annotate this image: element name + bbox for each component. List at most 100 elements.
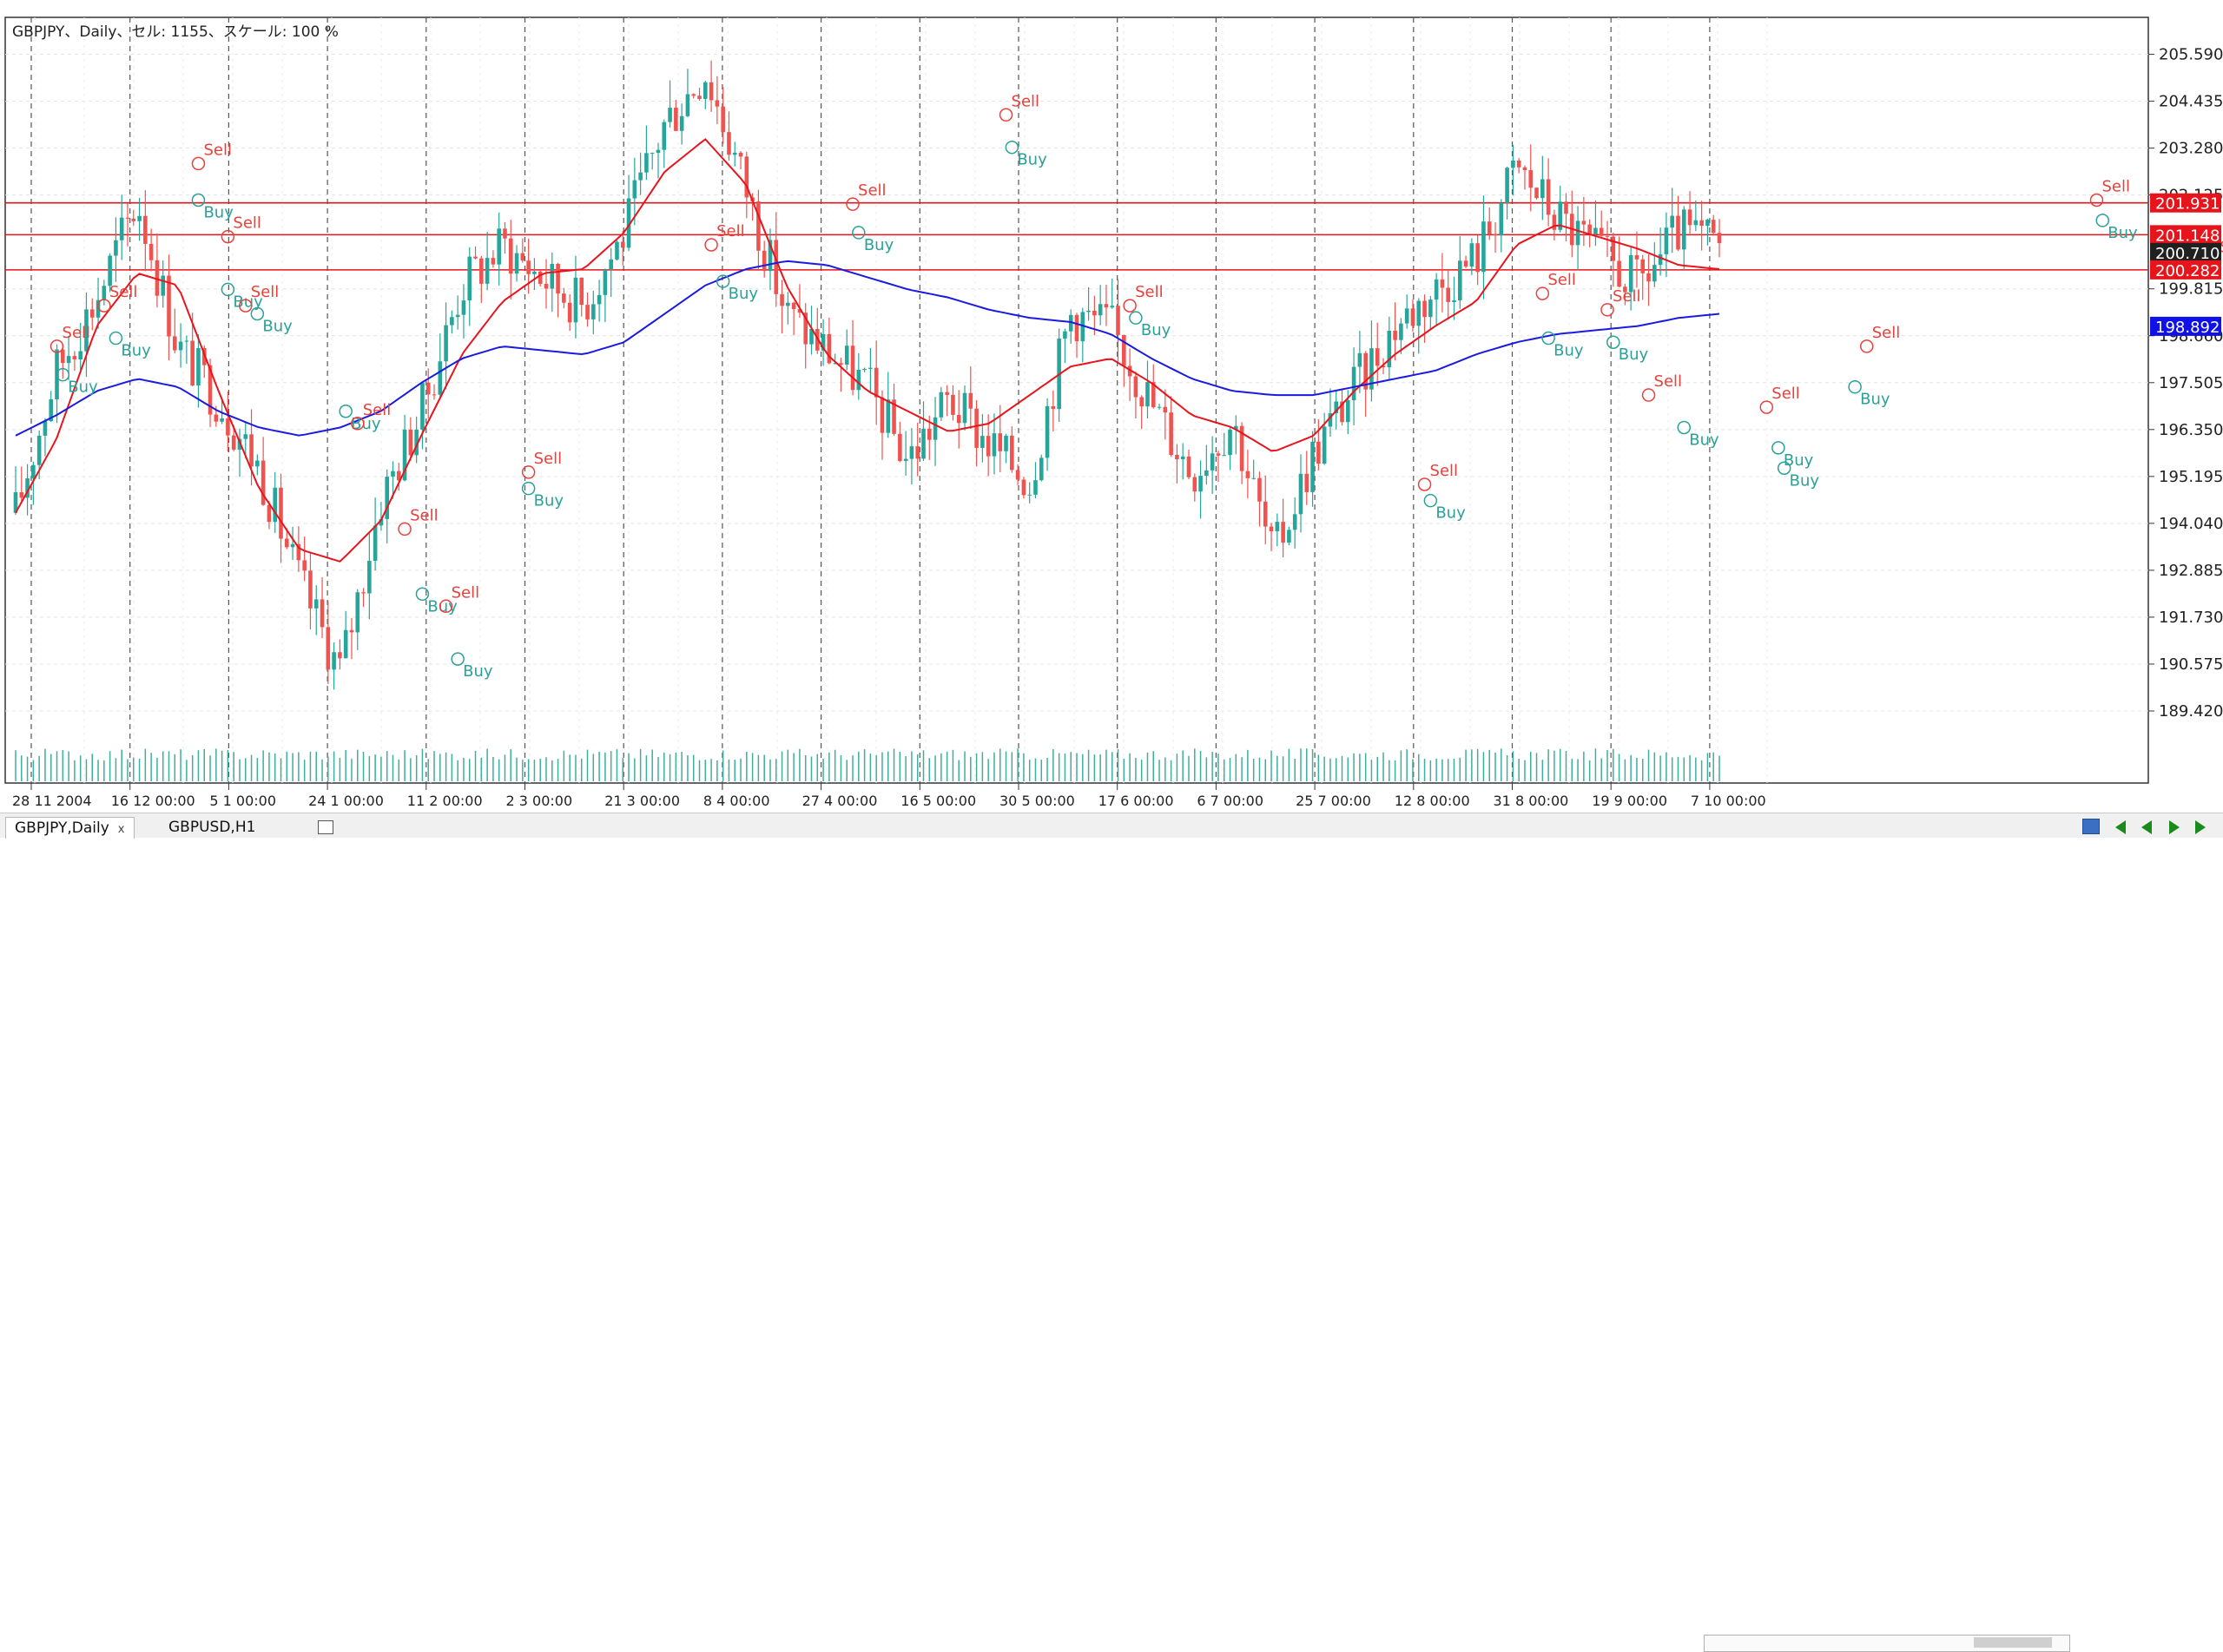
x-tick-label: 30 5 00:00 bbox=[999, 793, 1075, 809]
candle-body bbox=[49, 399, 54, 422]
plot-area[interactable] bbox=[4, 16, 2149, 784]
price-label-box bbox=[2150, 242, 2221, 262]
candle-body bbox=[862, 368, 867, 371]
candle-body bbox=[603, 269, 608, 295]
horizontal-scrollbar[interactable] bbox=[1704, 1635, 2070, 1652]
scroll-next-icon[interactable] bbox=[2169, 820, 2180, 834]
scrollbar-thumb[interactable] bbox=[1974, 1637, 2052, 1648]
candle-body bbox=[679, 115, 684, 131]
signal-label: Sell bbox=[2101, 178, 2130, 196]
candle-body bbox=[927, 428, 932, 440]
x-tick-label: 6 7 00:00 bbox=[1197, 793, 1263, 809]
candle-body bbox=[1440, 279, 1445, 288]
candle-body bbox=[296, 543, 301, 561]
tab-gbpjpy-daily[interactable]: GBPJPY,Daily x bbox=[5, 817, 135, 839]
scroll-first-icon[interactable] bbox=[2115, 820, 2126, 834]
chart-canvas[interactable]: SellBuySellBuySellBuySellBuySellBuyBuySe… bbox=[0, 0, 2223, 813]
signal-label: Buy bbox=[534, 492, 564, 510]
candle-body bbox=[131, 218, 136, 221]
scroll-last-icon[interactable] bbox=[2195, 820, 2206, 834]
candle-body bbox=[1127, 365, 1132, 377]
candle-body bbox=[84, 309, 89, 352]
candle-body bbox=[933, 417, 938, 440]
signal-label: Buy bbox=[1689, 431, 1719, 449]
signal-label: Sell bbox=[410, 506, 439, 524]
candle-body bbox=[703, 82, 708, 99]
candle-body bbox=[1422, 300, 1427, 318]
candle-body bbox=[1575, 220, 1580, 246]
candle-body bbox=[968, 392, 973, 409]
candle-body bbox=[432, 394, 437, 396]
candle-body bbox=[721, 106, 725, 133]
candle-body bbox=[261, 460, 266, 505]
candle-body bbox=[886, 399, 891, 433]
candle-body bbox=[396, 471, 401, 481]
candle-body bbox=[1198, 476, 1203, 492]
signal-marker bbox=[1606, 335, 1620, 349]
candle-body bbox=[526, 260, 531, 274]
new-window-icon[interactable] bbox=[318, 820, 333, 834]
candle-body bbox=[992, 433, 997, 457]
candle-body bbox=[844, 346, 849, 365]
candle-body bbox=[1387, 331, 1392, 368]
candle-body bbox=[184, 340, 189, 342]
candle-body bbox=[1699, 220, 1704, 227]
y-tick-label: 190.575 bbox=[2159, 655, 2223, 674]
chart-shift-icon[interactable] bbox=[2082, 819, 2100, 834]
tab-gbpusd-h1[interactable]: GBPUSD,H1 bbox=[160, 817, 264, 838]
candle-body bbox=[1693, 220, 1699, 226]
candle-body bbox=[827, 333, 832, 364]
candle-body bbox=[1646, 273, 1651, 282]
candle-body bbox=[226, 418, 230, 436]
candle-body bbox=[1487, 221, 1492, 234]
scroll-prev-icon[interactable] bbox=[2141, 820, 2152, 834]
price-label-text: 200.710 bbox=[2155, 245, 2220, 263]
signal-marker bbox=[716, 274, 730, 288]
signal-label: Sell bbox=[1613, 287, 1641, 306]
candle-body bbox=[1717, 233, 1722, 244]
candle-body bbox=[1605, 235, 1610, 237]
signal-markers: SellBuySellBuySellBuySellBuySellBuyBuySe… bbox=[49, 92, 2223, 681]
candle-body bbox=[1328, 413, 1333, 427]
candle-body bbox=[609, 259, 613, 270]
signal-label: Buy bbox=[262, 317, 293, 335]
candle-body bbox=[1623, 286, 1627, 293]
candle-body bbox=[774, 240, 779, 294]
candle-body bbox=[1175, 454, 1179, 460]
signal-label: Sell bbox=[1135, 283, 1164, 301]
candle-body bbox=[332, 652, 336, 670]
candle-body bbox=[1711, 220, 1716, 234]
candle-body bbox=[1581, 220, 1586, 225]
signal-label: Buy bbox=[1860, 391, 1890, 409]
time-axis[interactable]: 28 11 2004 16 12 00:00 5 1 00:00 24 1 00:00… bbox=[12, 783, 1766, 809]
signal-label: Buy bbox=[1619, 346, 1649, 364]
signal-label: Buy bbox=[2108, 224, 2138, 242]
signal-label: Buy bbox=[1784, 451, 1814, 470]
signal-marker bbox=[415, 587, 430, 602]
close-icon[interactable]: x bbox=[117, 823, 125, 836]
signal-marker bbox=[109, 331, 123, 346]
signal-marker bbox=[221, 282, 235, 297]
x-tick-label: 25 7 00:00 bbox=[1296, 793, 1371, 809]
candle-body bbox=[951, 394, 955, 415]
candle-body bbox=[214, 414, 219, 422]
x-tick-label: 17 6 00:00 bbox=[1098, 793, 1174, 809]
candle-body bbox=[137, 215, 142, 221]
candle-body bbox=[1505, 168, 1509, 203]
candle-body bbox=[201, 347, 207, 365]
signal-label: Sell bbox=[716, 222, 745, 240]
candle-body bbox=[1110, 306, 1115, 308]
candle-body bbox=[1139, 397, 1144, 407]
candle-body bbox=[302, 560, 307, 571]
candle-body bbox=[1528, 169, 1534, 188]
signal-marker bbox=[49, 339, 64, 353]
candle-body bbox=[1192, 477, 1197, 492]
price-axis[interactable]: 205.590204.435203.280202.125199.815198.6… bbox=[2148, 46, 2223, 721]
candle-body bbox=[732, 152, 737, 155]
candle-body bbox=[1369, 348, 1374, 390]
candle-body bbox=[833, 363, 837, 365]
candle-body bbox=[532, 271, 537, 274]
candle-body bbox=[1428, 299, 1433, 318]
y-tick-label: 192.885 bbox=[2159, 562, 2223, 580]
